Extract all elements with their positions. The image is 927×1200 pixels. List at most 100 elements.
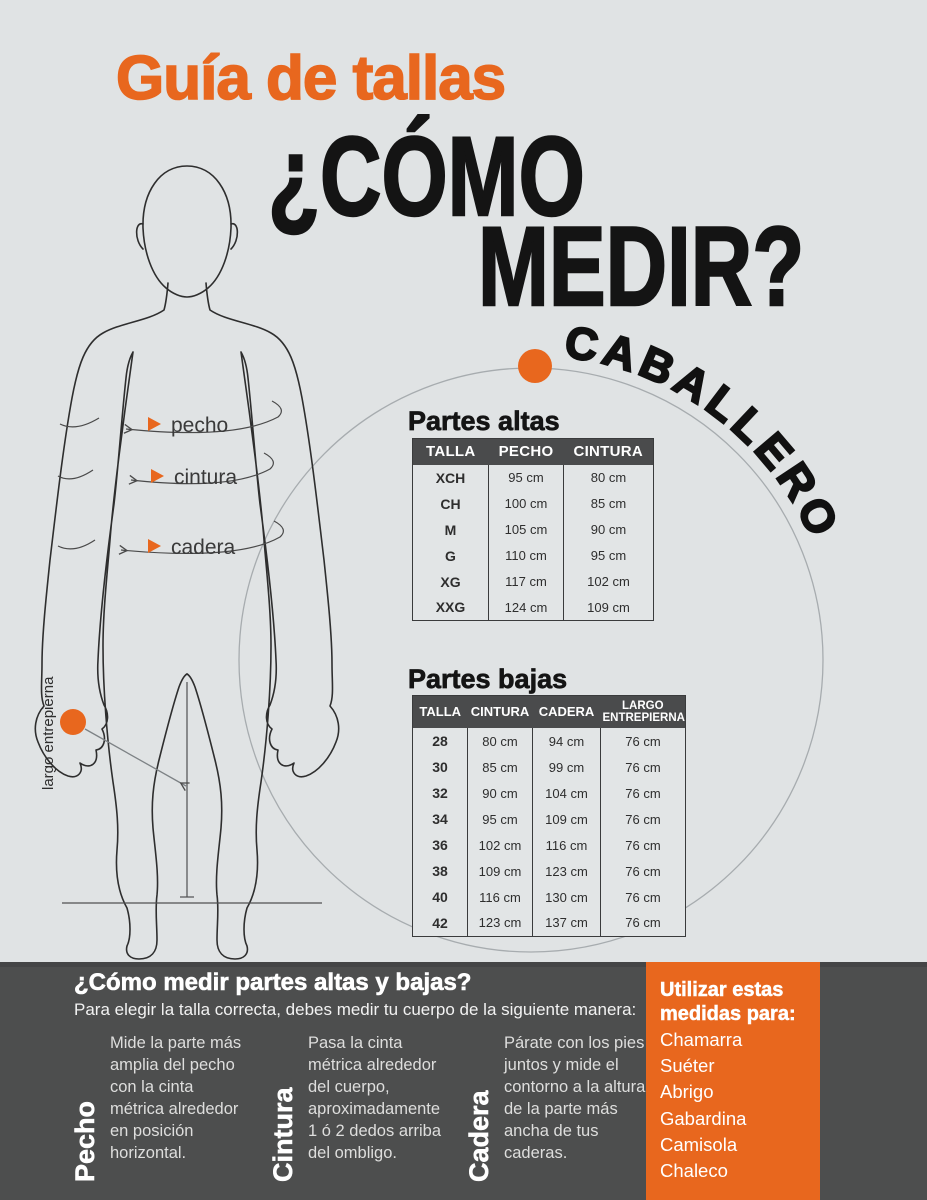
- size-cell: G: [445, 547, 456, 564]
- table-row: XG 117 cm 102 cm: [413, 568, 654, 595]
- table-row: G 110 cm 95 cm: [413, 542, 654, 569]
- table-row: 32 90 cm 104 cm 76 cm: [413, 780, 686, 806]
- inseam-pointer-arrow: [84, 728, 190, 791]
- left-ear: [135, 223, 144, 250]
- usage-item: Chamarra: [660, 1028, 743, 1050]
- pecho-label: pecho: [171, 414, 228, 437]
- pecho-triangle-icon: [148, 417, 161, 431]
- question-line2: MEDIR?: [477, 204, 805, 329]
- usage-title: Utilizar estas medidas para:: [660, 979, 796, 1026]
- cintura-back-arc: [57, 469, 94, 480]
- cadera-instructions: Párate con los pies juntos y mide el con…: [504, 1034, 646, 1162]
- girth-arrows: [57, 400, 284, 555]
- usage-item: Camisola: [660, 1133, 738, 1155]
- table-row: 28 80 cm 94 cm 76 cm: [413, 728, 686, 754]
- measure-cell: 95 cm: [488, 464, 564, 491]
- column-header: CADERA: [532, 695, 601, 728]
- column-header: TALLA: [412, 438, 489, 465]
- usage-item: Abrigo: [660, 1081, 714, 1103]
- measure-cell: 80 cm: [467, 728, 533, 754]
- size-cell: 28: [432, 733, 448, 749]
- measure-cell: 116 cm: [467, 884, 533, 910]
- column-header: TALLA: [412, 695, 468, 728]
- measure-cell: 76 cm: [600, 832, 686, 858]
- measure-cell: 76 cm: [600, 754, 686, 780]
- inseam-dot-icon: [60, 709, 86, 735]
- cintura-label: cintura: [174, 466, 237, 489]
- measure-cell: 76 cm: [600, 858, 686, 884]
- lower-parts-title: Partes bajas: [408, 664, 568, 695]
- lower-parts-table: TALLA CINTURA CADERA LARGO ENTREPIERNA 28 80…: [412, 695, 686, 937]
- measure-cell: 117 cm: [488, 568, 564, 595]
- pecho-instructions: Mide la parte más amplia del pecho con l…: [110, 1034, 242, 1162]
- cintura-arrow: [128, 452, 274, 485]
- usage-item: Suéter: [660, 1055, 715, 1077]
- measure-cell: 124 cm: [488, 594, 564, 621]
- pecho-arrow: [123, 400, 282, 434]
- size-cell: 40: [432, 889, 448, 905]
- measure-cell: 95 cm: [467, 806, 533, 832]
- measure-cell: 90 cm: [467, 780, 533, 806]
- usage-box: Utilizar estas medidas para: Chamarra Su…: [646, 962, 820, 1200]
- cadera-back-arc: [57, 539, 96, 550]
- column-header: PECHO: [488, 438, 564, 465]
- cadera-section-label: Cadera: [464, 1090, 495, 1182]
- table-row: M 105 cm 90 cm: [413, 516, 654, 543]
- inseam-label: largo entrepierna: [40, 676, 57, 790]
- page-title: Guía de tallas: [115, 44, 507, 113]
- size-cell: XXG: [435, 599, 466, 616]
- cadera-arrow: [118, 520, 284, 555]
- usage-item: Gabardina: [660, 1107, 747, 1129]
- measure-cell: 76 cm: [600, 806, 686, 832]
- size-cell: 32: [432, 785, 448, 801]
- measure-cell: 109 cm: [532, 806, 601, 832]
- measure-cell: 110 cm: [488, 542, 564, 569]
- cintura-instructions: Pasa la cinta métrica alrededor del cuer…: [308, 1034, 442, 1162]
- how-to-title: ¿Cómo medir partes altas y bajas?: [74, 969, 472, 997]
- cadera-triangle-icon: [148, 539, 161, 553]
- size-cell: 30: [432, 759, 448, 775]
- upper-parts-table: TALLA PECHO CINTURA XCH 95 cm 80 cm CH 100 cm 8…: [412, 438, 654, 621]
- cintura-triangle-icon: [151, 469, 164, 483]
- measure-cell: 105 cm: [488, 516, 564, 543]
- size-cell: XCH: [435, 469, 466, 486]
- size-cell: 34: [432, 811, 448, 827]
- measure-cell: 85 cm: [467, 754, 533, 780]
- measure-cell: 104 cm: [532, 780, 601, 806]
- measure-cell: 116 cm: [532, 832, 601, 858]
- measure-cell: 100 cm: [488, 490, 564, 517]
- size-cell: M: [444, 521, 457, 538]
- measure-cell: 109 cm: [563, 594, 654, 621]
- measure-cell: 95 cm: [563, 542, 654, 569]
- measurement-lines: [62, 682, 322, 904]
- measure-cell: 76 cm: [600, 884, 686, 910]
- cintura-section-label: Cintura: [268, 1087, 299, 1182]
- measure-cell: 109 cm: [467, 858, 533, 884]
- pecho-section-label: Pecho: [70, 1100, 101, 1183]
- measure-cell: 76 cm: [600, 780, 686, 806]
- measure-cell: 102 cm: [563, 568, 654, 595]
- size-cell: 42: [432, 914, 448, 931]
- table-row: XCH 95 cm 80 cm: [413, 464, 654, 491]
- measure-cell: 90 cm: [563, 516, 654, 543]
- pecho-back-arc: [59, 417, 100, 428]
- how-to-subtitle: Para elegir la talla correcta, debes med…: [74, 1000, 637, 1019]
- upper-parts-title: Partes altas: [408, 406, 560, 437]
- measure-cell: 76 cm: [600, 728, 686, 754]
- measure-cell: 130 cm: [532, 884, 601, 910]
- size-cell: 38: [432, 863, 448, 879]
- circle-top-dot-icon: [518, 349, 552, 383]
- question-line1: ¿CÓMO: [267, 114, 586, 239]
- measure-cell: 80 cm: [563, 464, 654, 491]
- table-row: CH 100 cm 85 cm: [413, 490, 654, 517]
- table-row: 34 95 cm 109 cm 76 cm: [413, 806, 686, 832]
- usage-item: Chaleco: [660, 1160, 728, 1182]
- table-header-row: TALLA PECHO CINTURA: [412, 438, 654, 465]
- table-header-row: TALLA CINTURA CADERA LARGO ENTREPIERNA: [412, 695, 686, 728]
- size-cell: XG: [440, 573, 461, 590]
- table-row: XXG 124 cm 109 cm: [413, 594, 654, 621]
- table-row: 36 102 cm 116 cm 76 cm: [413, 832, 686, 858]
- table-row: 40 116 cm 130 cm 76 cm: [413, 884, 686, 910]
- table-row: 42 123 cm 137 cm 76 cm: [413, 910, 686, 936]
- girth-labels: pecho cintura cadera: [171, 414, 237, 559]
